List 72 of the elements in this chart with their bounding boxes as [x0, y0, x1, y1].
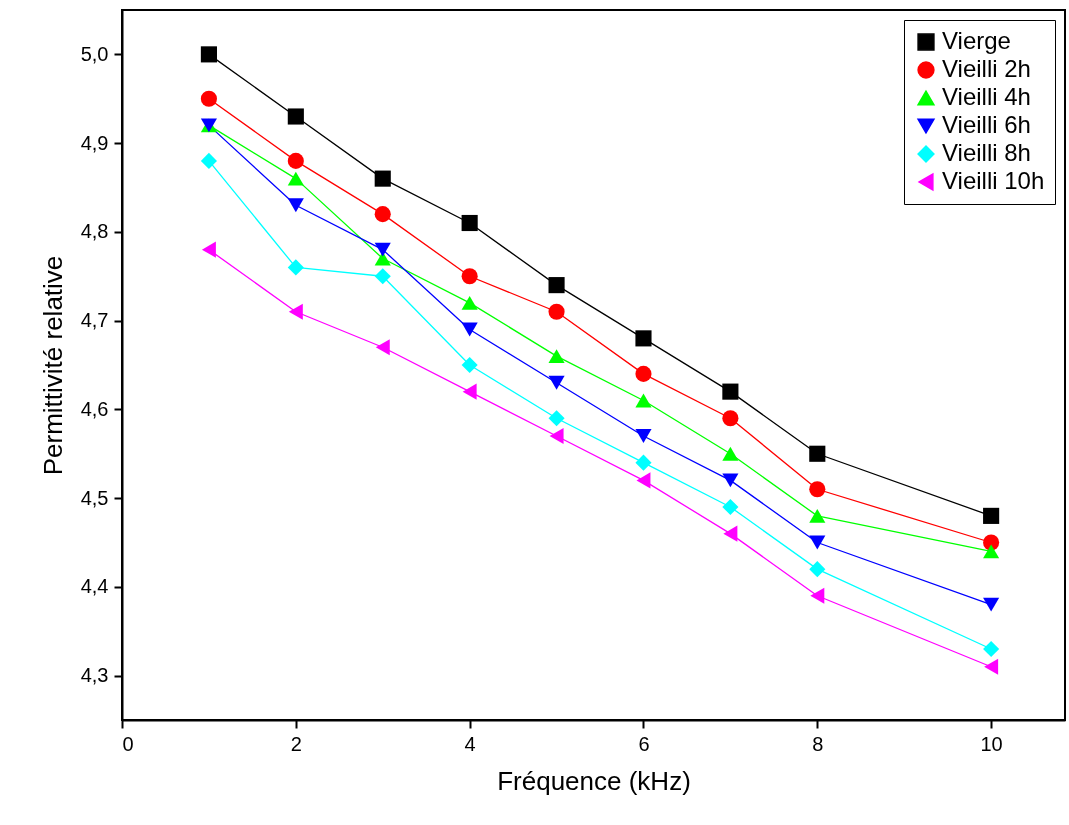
legend-label: Vierge	[942, 27, 1011, 54]
point	[722, 473, 739, 488]
point	[722, 498, 739, 516]
x-tick-label: 2	[290, 732, 302, 755]
x-tick-label: 10	[980, 732, 1003, 755]
point	[635, 330, 652, 347]
point	[461, 214, 478, 232]
legend-label: Vieilli 8h	[942, 139, 1031, 166]
point	[722, 410, 739, 427]
x-axis-title: Fréquence (kHz)	[497, 765, 691, 796]
point	[548, 410, 565, 427]
point	[548, 349, 565, 364]
y-axis-title: Permittivité relative	[37, 255, 68, 476]
point	[287, 108, 304, 125]
point	[810, 587, 825, 604]
legend-label: Vieilli 2h	[942, 55, 1031, 82]
legend-label: Vieilli 10h	[942, 167, 1045, 194]
point	[201, 241, 216, 258]
point	[461, 295, 478, 310]
point	[461, 268, 478, 285]
y-tick-label: 4,3	[80, 664, 109, 687]
point	[288, 303, 303, 320]
point	[200, 152, 217, 169]
y-tick-label: 4,9	[80, 131, 109, 154]
point	[983, 507, 1000, 524]
y-tick-label: 4,6	[80, 397, 109, 420]
point	[983, 640, 1000, 658]
point	[287, 259, 304, 276]
x-tick-label: 4	[464, 732, 476, 755]
point	[374, 206, 391, 223]
point	[462, 383, 477, 400]
point	[809, 535, 826, 550]
point	[722, 383, 739, 400]
point	[287, 152, 304, 169]
point	[809, 561, 826, 578]
point	[809, 481, 826, 498]
point	[809, 508, 826, 523]
x-tick-label: 0	[122, 732, 134, 755]
y-tick-label: 4,5	[80, 486, 109, 509]
x-tick-label: 8	[812, 732, 824, 755]
point	[984, 658, 999, 675]
point	[722, 446, 739, 461]
point	[200, 90, 217, 107]
point	[374, 268, 391, 285]
point	[635, 365, 652, 382]
point	[809, 445, 826, 462]
y-tick-label: 4,8	[80, 220, 109, 243]
point	[548, 277, 565, 294]
point	[375, 339, 390, 356]
point	[549, 427, 564, 445]
point	[461, 356, 478, 374]
point	[635, 393, 652, 408]
point	[461, 322, 478, 337]
x-tick-label: 6	[638, 732, 650, 755]
point	[983, 544, 1000, 559]
point	[548, 375, 565, 390]
point	[548, 303, 565, 320]
y-tick-label: 5,0	[80, 42, 109, 65]
point	[374, 170, 391, 187]
point	[983, 597, 1000, 612]
y-tick-label: 4,4	[80, 575, 109, 598]
point	[374, 242, 391, 257]
point	[636, 472, 651, 489]
legend-label: Vieilli 4h	[942, 83, 1031, 110]
point	[287, 171, 304, 186]
point	[723, 525, 738, 542]
point	[635, 454, 652, 471]
legend-label: Vieilli 6h	[942, 111, 1031, 138]
y-tick-label: 4,7	[80, 309, 109, 332]
point	[287, 198, 304, 213]
point	[200, 46, 217, 63]
point	[635, 429, 652, 443]
